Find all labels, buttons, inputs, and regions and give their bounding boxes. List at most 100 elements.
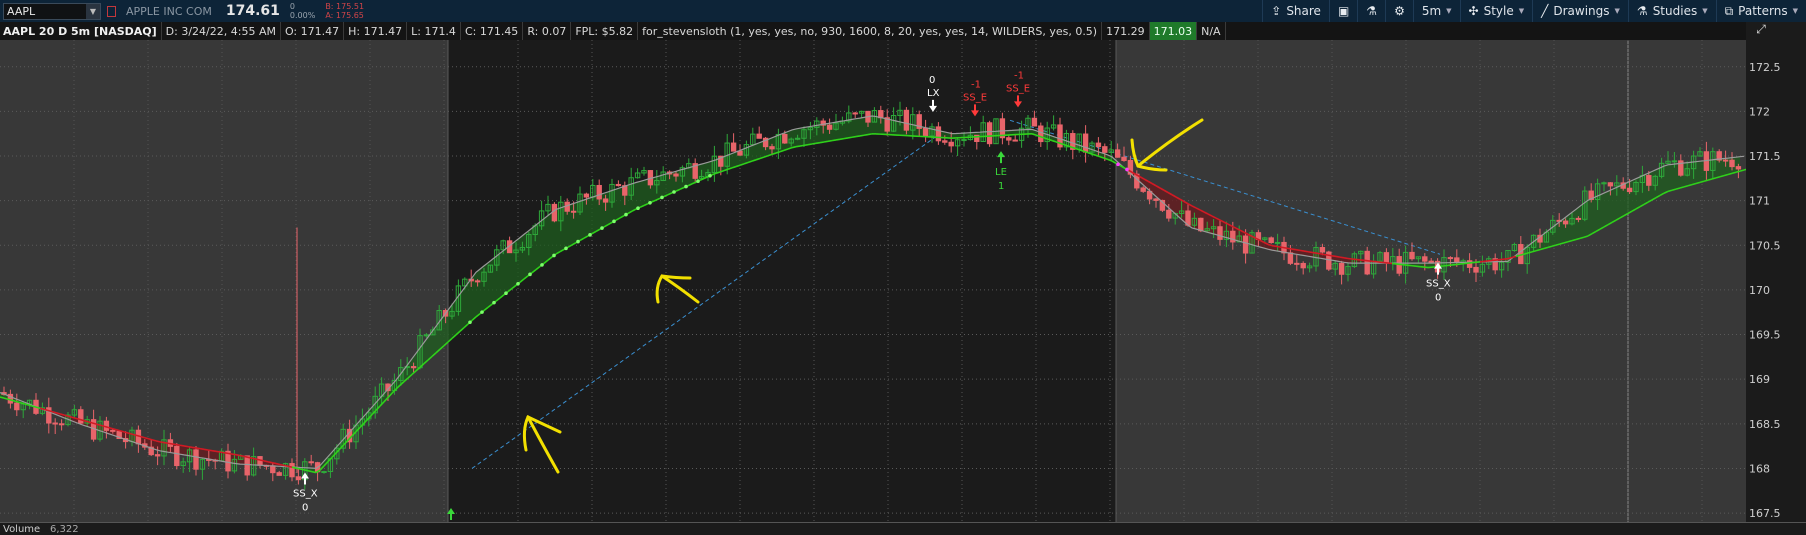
series-line-slow (1099, 155, 1105, 159)
screenshot-button[interactable]: ▣ (1328, 0, 1357, 22)
series-line-slow (367, 414, 373, 420)
trend-dot (684, 184, 688, 189)
candle-body (1652, 175, 1658, 186)
candle-body (1198, 217, 1204, 232)
series-line-slow (531, 268, 537, 274)
series-line-slow (1331, 254, 1337, 258)
average-cloud (894, 120, 900, 136)
trend-dot (696, 179, 700, 184)
candle-body (1569, 217, 1575, 225)
series-line-slow (811, 142, 817, 145)
series-line-slow (1611, 219, 1617, 224)
candle-body (922, 127, 929, 137)
series-line-slow (719, 169, 725, 173)
annotation-arrow-head (1130, 138, 1168, 172)
studies-button[interactable]: ⚗ Studies ▼ (1627, 0, 1716, 22)
series-line-slow (403, 377, 409, 383)
series-line-slow (331, 452, 337, 458)
candle-body (46, 407, 52, 424)
series-line-slow (163, 441, 169, 445)
candle-body (935, 126, 942, 142)
series-line-slow (1731, 171, 1737, 175)
lab-button[interactable]: ⚗ (1357, 0, 1385, 22)
style-button[interactable]: ✣ Style ▼ (1459, 0, 1533, 22)
candle-body (1070, 133, 1076, 150)
candle-body (654, 179, 660, 186)
expand-icon[interactable]: ⤢ (1756, 22, 1766, 36)
series-line-slow (151, 439, 157, 442)
series-line-slow (463, 323, 469, 329)
candle-body (1108, 149, 1114, 153)
series-line-slow (195, 447, 201, 450)
series-line-slow (1299, 249, 1305, 252)
candle-body (551, 203, 558, 222)
series-line-slow (1567, 239, 1573, 243)
series-line-slow (1175, 196, 1181, 200)
candle-body (903, 109, 910, 131)
average-cloud (666, 172, 672, 196)
series-line-slow (419, 363, 425, 368)
average-cloud (954, 133, 960, 139)
drawings-button[interactable]: ╱ Drawings ▼ (1532, 0, 1628, 22)
average-cloud (1668, 164, 1674, 192)
y-tick-label: 172.5 (1749, 61, 1781, 74)
average-cloud (594, 194, 600, 233)
candle-body (673, 173, 679, 177)
timeframe-button[interactable]: 5m ▼ (1412, 0, 1460, 22)
annotation-arrow-head (655, 274, 692, 304)
price-chart[interactable]: SS_X 0 LX 0 SS_E -1 SS_E -1 LE 1 SS_X 0 167.5 168 168… (0, 40, 1806, 522)
trade-lines (471, 119, 1441, 469)
candle-body (436, 310, 442, 331)
series-line-slow (251, 457, 257, 460)
series-line-slow (1547, 245, 1553, 249)
average-cloud (1626, 180, 1632, 215)
series-line-slow (1343, 257, 1349, 260)
series-line-slow (11, 399, 17, 403)
candle-body (1697, 151, 1703, 157)
candle-body (519, 246, 526, 251)
candle-body (698, 175, 705, 179)
price-axis[interactable] (1746, 40, 1806, 522)
candle-body (1140, 187, 1146, 192)
candle-body (1025, 117, 1031, 129)
series-line-slow (439, 345, 445, 350)
average-cloud (606, 190, 612, 226)
average-cloud (858, 117, 864, 137)
session-shade-2 (1116, 40, 1746, 522)
bar-date: D: 3/24/22, 4:55 AM (162, 22, 281, 40)
patterns-button[interactable]: ⧉ Patterns ▼ (1715, 0, 1806, 22)
settings-button[interactable]: ⚙ (1385, 0, 1413, 22)
signal-arrow (1434, 262, 1442, 275)
average-cloud (678, 169, 684, 191)
series-line-slow (1655, 194, 1661, 199)
series-line-slow (31, 405, 37, 408)
chart-title[interactable]: AAPL 20 D 5m [NASDAQ] (0, 22, 162, 40)
series-line-slow (1699, 180, 1705, 184)
candle-body (1159, 199, 1166, 211)
symbol-input[interactable]: AAPL ▼ (3, 2, 101, 20)
average-lines (0, 115, 1749, 474)
series-line-slow (375, 405, 381, 411)
series-line-slow (87, 421, 93, 424)
candle-body (756, 133, 762, 139)
average-cloud (1662, 164, 1668, 195)
share-button[interactable]: ⇪ Share (1262, 0, 1329, 22)
series-line-slow (199, 447, 205, 451)
average-cloud (528, 226, 534, 276)
chevron-down-icon[interactable]: ▼ (86, 3, 100, 19)
candle-body (1498, 261, 1505, 271)
series-line-slow (607, 221, 613, 226)
studies-label: Studies (1652, 4, 1698, 18)
candle-body (1511, 244, 1518, 252)
series-line-slow (1511, 255, 1517, 259)
series-line-slow (1103, 157, 1109, 161)
study-name[interactable]: for_stevensloth (1, yes, yes, no, 930, 1… (638, 22, 1103, 40)
candle-body (1678, 160, 1684, 176)
series-line-slow (211, 449, 217, 453)
average-cloud (804, 126, 810, 146)
average-cloud (378, 393, 384, 409)
series-line-slow (1139, 176, 1145, 180)
average-cloud (1266, 243, 1272, 251)
series-line-slow (1039, 135, 1045, 139)
link-icon[interactable] (107, 5, 116, 17)
